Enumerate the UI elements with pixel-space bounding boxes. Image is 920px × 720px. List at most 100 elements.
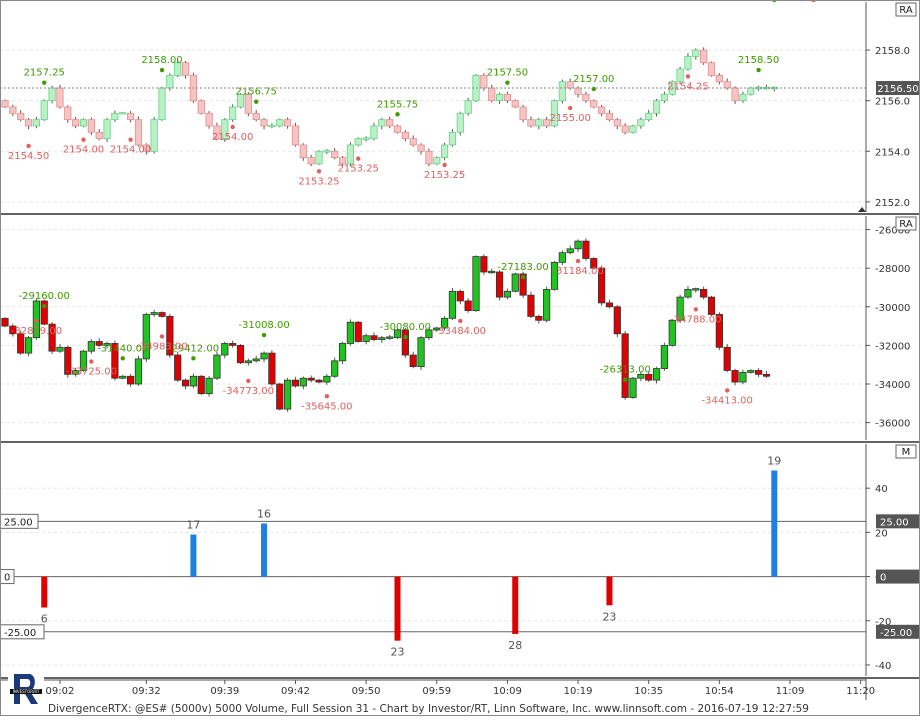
price-candle bbox=[346, 144, 355, 165]
delta-candle bbox=[574, 240, 582, 250]
price-candle bbox=[150, 119, 158, 152]
price-tick-label: 2156.0 bbox=[875, 97, 910, 108]
price-high-label: 2157.25 bbox=[24, 68, 65, 79]
delta-candle bbox=[707, 296, 716, 315]
delta-high-label: -31008.00 bbox=[238, 320, 289, 331]
time-tick-label: 09:42 bbox=[281, 686, 310, 697]
price-candle bbox=[276, 119, 284, 127]
delta-low-label: -31184.00 bbox=[552, 266, 603, 277]
price-candle bbox=[448, 131, 457, 146]
delta-candle bbox=[268, 352, 276, 385]
divergence-level-left-label: -25.00 bbox=[4, 628, 36, 639]
price-low-label: 2154.00 bbox=[110, 145, 151, 156]
price-candle bbox=[87, 119, 95, 133]
delta-candle bbox=[393, 329, 402, 339]
price-candle bbox=[582, 93, 590, 102]
price-low-dot bbox=[442, 162, 447, 168]
price-candle bbox=[283, 119, 292, 127]
delta-candle bbox=[652, 368, 661, 381]
delta-candle bbox=[189, 375, 197, 387]
delta-candle bbox=[229, 343, 237, 346]
delta-candle bbox=[354, 321, 362, 342]
delta-candle bbox=[95, 341, 103, 346]
price-candle bbox=[229, 106, 237, 121]
delta-candle bbox=[425, 329, 433, 339]
price-candle bbox=[307, 157, 315, 165]
delta-candle bbox=[142, 314, 150, 360]
price-candle bbox=[495, 93, 504, 102]
price-candle bbox=[95, 131, 103, 140]
delta-candle bbox=[291, 379, 300, 387]
delta-candle bbox=[401, 329, 409, 356]
divergence-badge: M bbox=[902, 447, 911, 458]
divergence-badge-box bbox=[895, 444, 917, 459]
price-candle bbox=[9, 106, 17, 114]
delta-low-label: -35645.00 bbox=[301, 401, 352, 412]
delta-candle bbox=[174, 354, 182, 381]
price-badge: RA bbox=[899, 5, 913, 16]
delta-candle bbox=[166, 316, 174, 356]
price-candle bbox=[409, 138, 417, 146]
delta-candle bbox=[684, 288, 692, 298]
delta-candle bbox=[472, 256, 480, 312]
time-tick-label: 09:59 bbox=[422, 686, 451, 697]
divergence-bar bbox=[261, 523, 268, 577]
price-candle bbox=[197, 100, 205, 114]
volume-delta-panel: -26000 -28000 -30000 -32000 -34000 -36000 RA -2… bbox=[0, 0, 917, 440]
delta-candle bbox=[283, 379, 292, 410]
time-tick-label: 09:50 bbox=[352, 686, 381, 697]
delta-candle bbox=[676, 296, 684, 321]
price-candle bbox=[268, 124, 276, 128]
delta-candle bbox=[566, 248, 574, 254]
price-candle bbox=[433, 157, 441, 165]
divergence-level-right-label: -25.00 bbox=[880, 628, 912, 639]
price-candle bbox=[119, 112, 127, 115]
divergence-level-left-box bbox=[0, 624, 45, 640]
delta-candle bbox=[448, 290, 457, 319]
delta-candle bbox=[637, 373, 645, 379]
price-candle bbox=[370, 125, 378, 140]
price-candle bbox=[181, 62, 190, 76]
delta-candle bbox=[197, 375, 205, 395]
price-candle bbox=[299, 144, 307, 159]
delta-candle bbox=[605, 302, 614, 308]
price-candle bbox=[48, 87, 56, 102]
price-candle bbox=[166, 74, 174, 89]
price-high-label: 2158.00 bbox=[141, 55, 182, 66]
price-low-dot bbox=[356, 156, 361, 161]
delta-candle bbox=[134, 358, 143, 385]
delta-low-dot bbox=[324, 394, 330, 399]
price-candle bbox=[660, 93, 669, 102]
price-candle bbox=[174, 62, 182, 76]
price-candle bbox=[362, 137, 370, 140]
delta-candle bbox=[150, 312, 158, 315]
logo-text: INVESTOR/RT bbox=[13, 689, 40, 694]
price-high-label: 2155.75 bbox=[377, 99, 418, 110]
delta-candle bbox=[409, 354, 417, 368]
delta-candle bbox=[236, 344, 245, 364]
price-high-label: 2157.50 bbox=[487, 68, 528, 79]
delta-candle bbox=[56, 346, 64, 352]
delta-candle bbox=[527, 294, 535, 317]
price-candle bbox=[72, 119, 80, 127]
price-panel: 2158.0 2156.0 2154.0 2152.0 RA 2157.25 2158.00… bbox=[0, 0, 920, 212]
delta-candle bbox=[205, 377, 213, 395]
divergence-bar-label: 16 bbox=[257, 508, 271, 521]
time-tick-label: 09:39 bbox=[210, 686, 239, 697]
delta-low-dot bbox=[458, 318, 463, 324]
price-candle bbox=[692, 49, 700, 57]
price-high-dot bbox=[159, 67, 165, 73]
delta-low-dot bbox=[246, 378, 251, 384]
delta-low-label: -34788.00 bbox=[670, 314, 721, 325]
price-high-label: 2156.75 bbox=[236, 87, 277, 98]
time-tick-label: 09:02 bbox=[46, 686, 75, 697]
price-candle bbox=[558, 81, 566, 102]
delta-low-dot bbox=[34, 318, 39, 324]
price-scroll-marker bbox=[858, 207, 866, 212]
price-candle bbox=[401, 131, 409, 140]
price-candle bbox=[393, 125, 402, 133]
price-candle bbox=[440, 144, 449, 159]
price-candle bbox=[550, 100, 559, 127]
delta-candle bbox=[558, 252, 566, 263]
